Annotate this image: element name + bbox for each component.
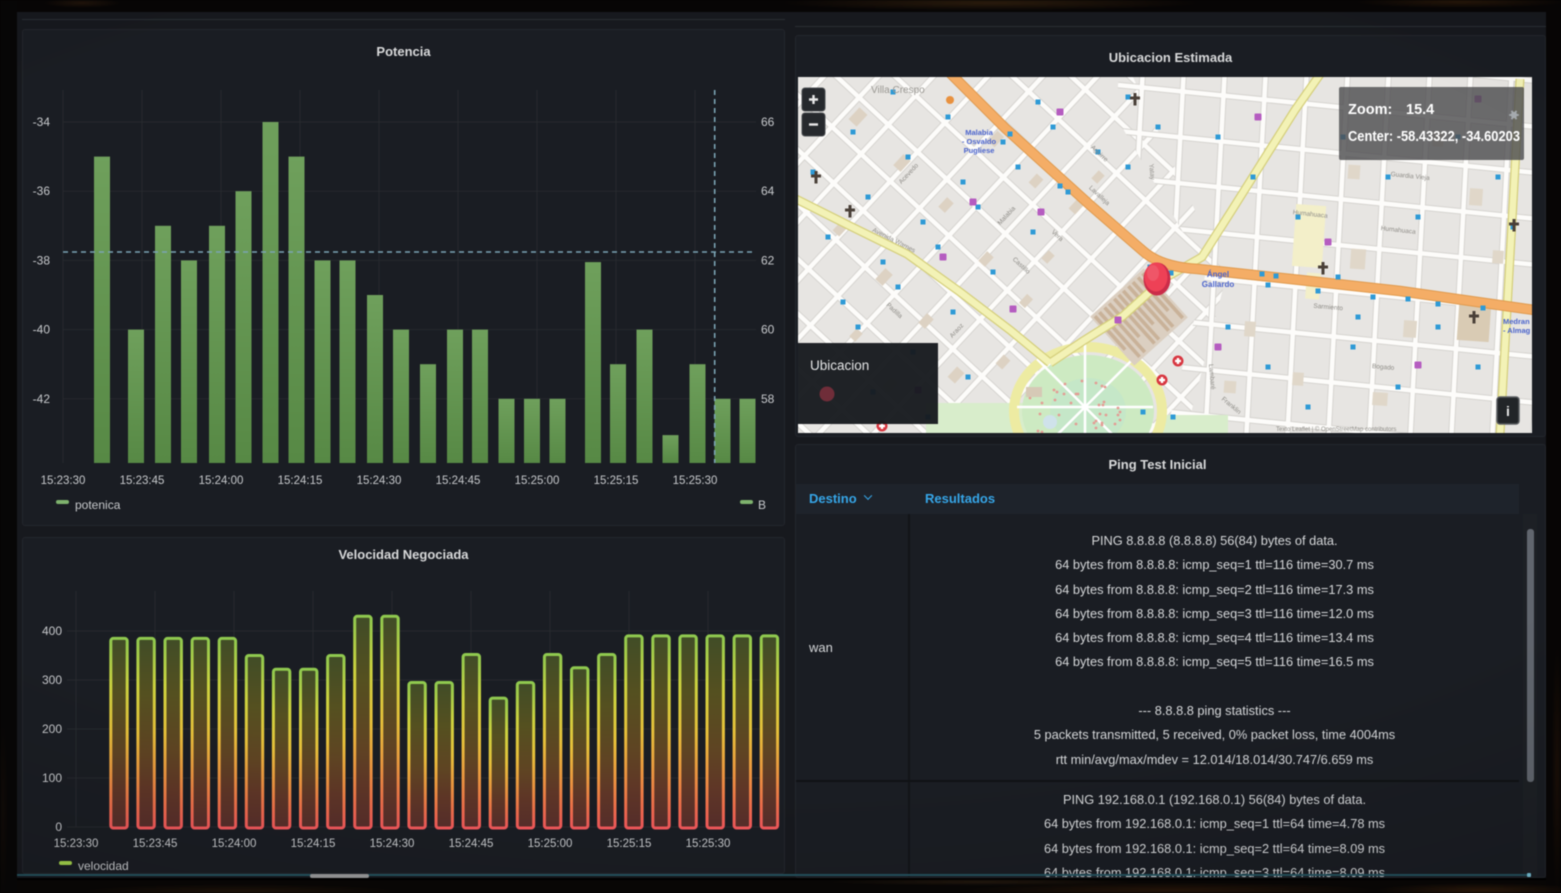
svg-text:64: 64 (761, 184, 775, 198)
svg-text:15:24:30: 15:24:30 (370, 838, 415, 850)
svg-text:15:24:45: 15:24:45 (436, 475, 481, 487)
svg-text:velocidad: velocidad (78, 859, 129, 873)
svg-text:B: B (758, 498, 766, 512)
svg-text:15:24:15: 15:24:15 (291, 838, 336, 850)
svg-text:15:23:30: 15:23:30 (54, 838, 99, 850)
svg-text:15:25:15: 15:25:15 (607, 838, 652, 850)
svg-text:15:25:30: 15:25:30 (686, 838, 731, 850)
svg-text:Zoom:: Zoom: (1348, 102, 1392, 118)
svg-text:15:25:00: 15:25:00 (528, 838, 573, 850)
svg-text:-40: -40 (33, 323, 51, 337)
svg-text:15:24:00: 15:24:00 (212, 838, 257, 850)
svg-text:15:25:00: 15:25:00 (515, 475, 560, 487)
svg-text:15:24:00: 15:24:00 (199, 475, 244, 487)
svg-text:15.4: 15.4 (1406, 102, 1434, 118)
svg-text:15:24:30: 15:24:30 (357, 475, 402, 487)
svg-text:Pugliese: Pugliese (964, 146, 995, 155)
svg-text:-38: -38 (33, 253, 51, 267)
svg-text:Ubicacion: Ubicacion (810, 358, 869, 373)
svg-text:62: 62 (761, 253, 775, 267)
svg-text:100: 100 (42, 771, 62, 785)
svg-text:Malabia: Malabia (965, 128, 993, 137)
svg-text:Gallardo: Gallardo (1202, 280, 1235, 289)
svg-text:15:23:45: 15:23:45 (133, 838, 178, 850)
svg-text:58: 58 (761, 392, 775, 406)
svg-text:60: 60 (761, 323, 775, 337)
svg-text:-42: -42 (33, 392, 51, 406)
svg-text:400: 400 (42, 624, 62, 638)
svg-text:- Almag: - Almag (1503, 326, 1531, 335)
svg-text:-34: -34 (33, 115, 51, 129)
svg-text:potenica: potenica (75, 498, 121, 512)
svg-text:Center: -58.43322, -34.60203: Center: -58.43322, -34.60203 (1348, 129, 1520, 145)
svg-text:Texto Leaflet | © OpenStreetMa: Texto Leaflet | © OpenStreetMap contribu… (1276, 426, 1396, 433)
svg-text:300: 300 (42, 673, 62, 687)
svg-text:200: 200 (42, 722, 62, 736)
svg-text:0: 0 (55, 820, 62, 834)
svg-text:Medran: Medran (1503, 317, 1530, 326)
svg-text:Yatay: Yatay (1147, 164, 1155, 181)
svg-text:15:24:15: 15:24:15 (278, 475, 323, 487)
svg-text:15:25:15: 15:25:15 (594, 475, 639, 487)
svg-text:66: 66 (761, 115, 775, 129)
svg-text:-36: -36 (33, 184, 51, 198)
svg-text:i: i (1506, 403, 1510, 419)
svg-text:Ángel: Ángel (1207, 270, 1229, 279)
svg-text:15:23:30: 15:23:30 (41, 475, 86, 487)
svg-text:- Osvaldo: - Osvaldo (962, 137, 997, 146)
svg-text:15:25:30: 15:25:30 (673, 475, 718, 487)
svg-text:15:23:45: 15:23:45 (120, 475, 165, 487)
svg-text:15:24:45: 15:24:45 (449, 838, 494, 850)
svg-text:Villa Crespo: Villa Crespo (871, 85, 925, 96)
